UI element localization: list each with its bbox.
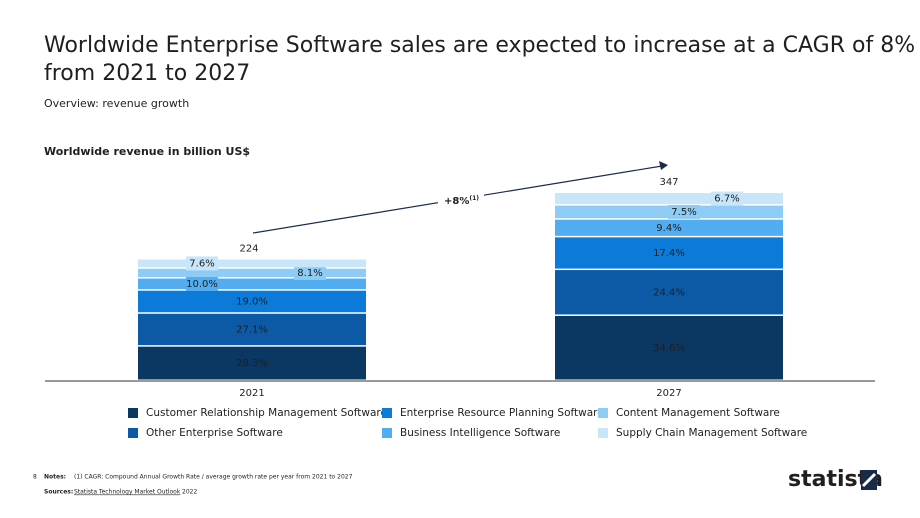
data-label: 7.5%	[671, 207, 696, 218]
data-label: 27.1%	[236, 325, 268, 336]
annotation-bg	[438, 192, 484, 210]
legend-swatch	[128, 428, 138, 438]
label-bg	[668, 204, 700, 219]
data-label: 17.4%	[653, 248, 685, 259]
total-label: 224	[239, 244, 258, 255]
legend-label: Customer Relationship Management Softwar…	[146, 407, 387, 419]
bar-segment	[138, 313, 366, 346]
label-bg	[186, 276, 218, 291]
bar-segment	[555, 315, 783, 380]
brand-icon-mark	[861, 472, 877, 488]
bar-segment	[138, 278, 366, 290]
total-label: 347	[659, 177, 678, 188]
annotation: +8%(1)	[444, 195, 479, 208]
notes: (1) CAGR: Compound Annual Growth Rate / …	[74, 474, 353, 481]
label-bg	[711, 191, 743, 206]
data-label: 10.0%	[186, 279, 218, 290]
legend-label: Supply Chain Management Software	[616, 427, 807, 439]
label-bg	[186, 256, 218, 271]
arrow-head	[659, 161, 668, 170]
legend-label: Other Enterprise Software	[146, 427, 283, 439]
bar-segment	[138, 259, 366, 268]
bar-segment	[138, 290, 366, 313]
data-label: 8.1%	[297, 268, 322, 279]
axis-label: Worldwide revenue in billion US$	[44, 145, 250, 158]
data-label: 34.6%	[653, 343, 685, 354]
legend-swatch	[598, 428, 608, 438]
sources-label: Sources:	[44, 489, 73, 496]
page-number: 8	[33, 474, 37, 481]
data-label: 19.0%	[236, 297, 268, 308]
legend-swatch	[598, 408, 608, 418]
bar-segment	[555, 219, 783, 236]
legend-swatch	[382, 428, 392, 438]
legend-swatch	[382, 408, 392, 418]
bar-segment	[555, 193, 783, 205]
legend-label: Enterprise Resource Planning Software	[400, 407, 604, 419]
bar-segment	[555, 270, 783, 315]
data-label: 24.4%	[653, 287, 685, 298]
bar-segment	[138, 346, 366, 380]
data-label: 28.3%	[236, 358, 268, 369]
legend-swatch	[128, 408, 138, 418]
bar-segment	[138, 268, 366, 278]
subtitle: Overview: revenue growth	[44, 97, 189, 110]
notes-label: Notes:	[44, 474, 66, 481]
data-label: 6.7%	[714, 194, 739, 205]
x-tick-label: 2021	[239, 388, 264, 399]
data-label: 9.4%	[656, 223, 681, 234]
legend-label: Business Intelligence Software	[400, 427, 560, 439]
label-bg	[294, 265, 326, 280]
x-tick-label: 2027	[656, 388, 681, 399]
source-year: 2022	[182, 489, 197, 496]
data-label: 7.6%	[189, 258, 214, 269]
bar-segment	[555, 237, 783, 269]
chart-title-line1: Worldwide Enterprise Software sales are …	[44, 33, 915, 58]
chart-title-line2: from 2021 to 2027	[44, 61, 250, 86]
source: Statista Technology Market Outlook	[74, 489, 181, 496]
legend-label: Content Management Software	[616, 407, 780, 419]
